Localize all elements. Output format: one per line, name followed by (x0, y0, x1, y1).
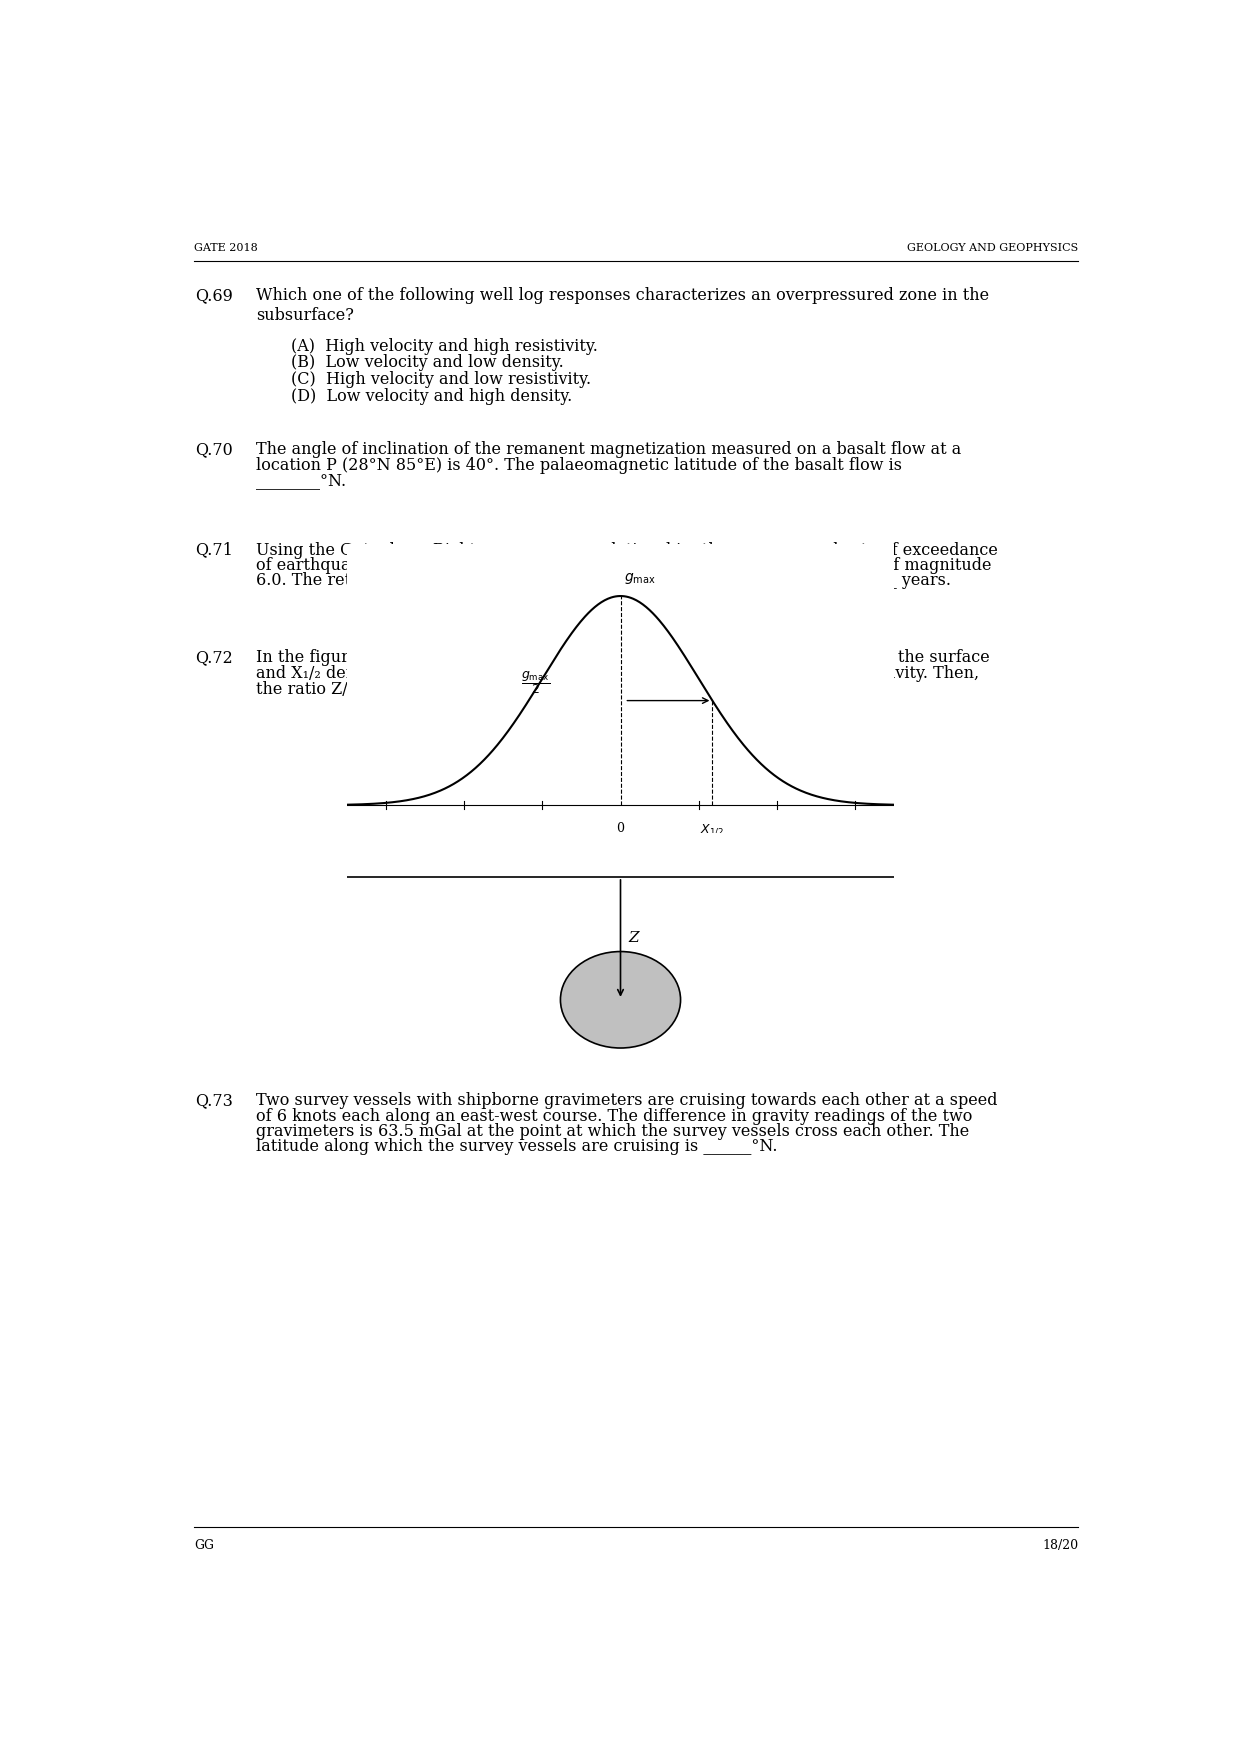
Text: GATE 2018: GATE 2018 (194, 242, 258, 253)
Text: (D)  Low velocity and high density.: (D) Low velocity and high density. (290, 388, 572, 405)
Text: Q.72: Q.72 (195, 649, 233, 667)
Text: $\dfrac{g_{\rm max}}{2}$: $\dfrac{g_{\rm max}}{2}$ (521, 670, 550, 696)
Text: Two survey vessels with shipborne gravimeters are cruising towards each other at: Two survey vessels with shipborne gravim… (256, 1093, 998, 1109)
Text: GG: GG (194, 1538, 213, 1552)
Text: $X_{1/2}$: $X_{1/2}$ (700, 823, 725, 837)
Text: The angle of inclination of the remanent magnetization measured on a basalt flow: The angle of inclination of the remanent… (256, 442, 961, 458)
Text: Q.70: Q.70 (195, 442, 233, 458)
Text: Q.69: Q.69 (195, 288, 233, 305)
Text: Using the Gutenberg-Richter recurrence relationship, the mean annual rate of exc: Using the Gutenberg-Richter recurrence r… (256, 542, 998, 558)
Text: (C)  High velocity and low resistivity.: (C) High velocity and low resistivity. (290, 372, 591, 388)
Text: 18/20: 18/20 (1042, 1538, 1078, 1552)
Text: (B)  Low velocity and low density.: (B) Low velocity and low density. (290, 354, 563, 372)
Text: GEOLOGY AND GEOPHYSICS: GEOLOGY AND GEOPHYSICS (907, 242, 1078, 253)
Text: latitude along which the survey vessels are cruising is ______°N.: latitude along which the survey vessels … (256, 1138, 777, 1156)
Text: Which one of the following well log responses characterizes an overpressured zon: Which one of the following well log resp… (256, 288, 989, 324)
Text: of earthquake occurrence in a seismic belt is 0.3 per year for an earthquake of : of earthquake occurrence in a seismic be… (256, 558, 992, 574)
Text: 6.0. The return period for an earthquake of magnitude 6.0 in this belt is ______: 6.0. The return period for an earthquake… (256, 572, 951, 589)
Text: ________°N.: ________°N. (256, 472, 346, 489)
Text: $g_{\rm max}$: $g_{\rm max}$ (624, 570, 656, 586)
Text: Q.73: Q.73 (195, 1093, 233, 1109)
Text: Q.71: Q.71 (195, 542, 233, 558)
Text: and X₁/₂ denotes the half-width of the profile at half the maximum value of grav: and X₁/₂ denotes the half-width of the p… (256, 665, 979, 682)
Text: location P (28°N 85°E) is 40°. The palaeomagnetic latitude of the basalt flow is: location P (28°N 85°E) is 40°. The palae… (256, 456, 902, 474)
Text: 0: 0 (617, 823, 624, 835)
Text: Z: Z (629, 931, 639, 945)
Circle shape (561, 951, 680, 1047)
Text: of 6 knots each along an east-west course. The difference in gravity readings of: of 6 knots each along an east-west cours… (256, 1107, 972, 1124)
Text: (A)  High velocity and high resistivity.: (A) High velocity and high resistivity. (290, 337, 598, 354)
Text: gravimeters is 63.5 mGal at the point at which the survey vessels cross each oth: gravimeters is 63.5 mGal at the point at… (256, 1123, 969, 1140)
Text: the ratio Z/X₁/₂ is ________.: the ratio Z/X₁/₂ is ________. (256, 681, 470, 696)
Text: In the figure below, Z denotes the depth to the center of a buried sphere from t: In the figure below, Z denotes the depth… (256, 649, 989, 667)
